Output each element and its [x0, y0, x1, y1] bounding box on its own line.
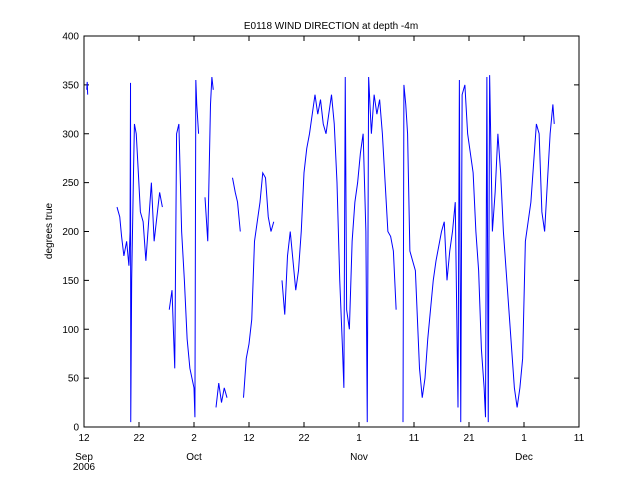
x-tick-label: 21 — [463, 433, 475, 444]
x-tick-label: 1 — [356, 433, 362, 444]
y-tick-label: 100 — [62, 325, 79, 336]
series-line-segment — [168, 79, 200, 418]
y-axis-label: degrees true — [44, 202, 55, 259]
series-line-segment — [86, 81, 89, 95]
x-month-label: Nov — [350, 452, 368, 463]
year-label: 2006 — [73, 462, 96, 473]
series-line-segment — [232, 177, 241, 232]
series-line-segment — [402, 75, 555, 423]
series-line-segment — [243, 171, 275, 398]
x-tick-label: 11 — [574, 433, 585, 444]
x-tick-label: 2 — [191, 433, 197, 444]
x-tick-label: 22 — [133, 433, 145, 444]
y-tick-label: 250 — [62, 178, 79, 189]
x-month-label: Dec — [515, 452, 533, 463]
x-tick-label: 12 — [78, 433, 90, 444]
y-tick-label: 400 — [62, 32, 79, 43]
x-tick-label: 12 — [243, 433, 255, 444]
data-series — [86, 75, 555, 423]
x-month-label: Oct — [186, 452, 202, 463]
series-line-segment — [116, 82, 163, 423]
series-line-segment — [215, 382, 228, 408]
x-tick-label: 22 — [298, 433, 310, 444]
y-tick-label: 350 — [62, 80, 79, 91]
series-line-segment — [281, 77, 397, 423]
x-tick-label: 11 — [409, 433, 420, 444]
y-tick-label: 50 — [68, 374, 80, 385]
chart-title: E0118 WIND DIRECTION at depth -4m — [244, 21, 418, 32]
series-line-segment — [204, 77, 214, 242]
x-month-label: Sep — [75, 452, 93, 463]
y-axis-ticks: 0 50 100 150 200 250 300 350 400 — [62, 32, 579, 434]
y-tick-label: 300 — [62, 129, 79, 140]
x-tick-label: 1 — [521, 433, 527, 444]
y-tick-label: 0 — [73, 423, 79, 434]
y-tick-label: 150 — [62, 276, 79, 287]
y-tick-label: 200 — [62, 227, 79, 238]
